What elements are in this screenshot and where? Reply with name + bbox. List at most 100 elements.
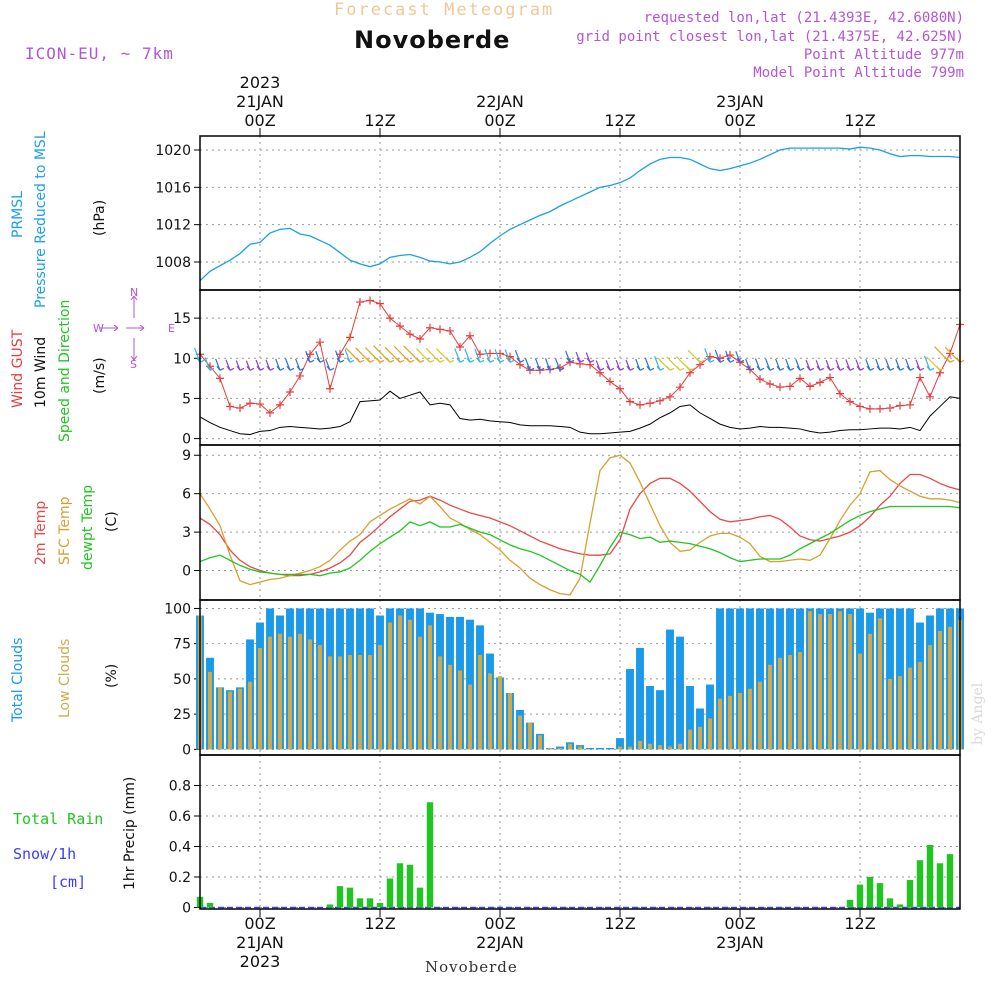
gust-point	[256, 400, 264, 409]
low-cloud-bar	[278, 633, 282, 750]
low-cloud-bar	[288, 636, 292, 750]
low-cloud-bar	[508, 693, 512, 750]
wind-dir-arrow	[657, 357, 675, 371]
wind-dir-arrow	[534, 358, 545, 371]
wind-dir-arrow	[885, 358, 895, 371]
rain-bar	[866, 876, 874, 908]
low-cloud-bar	[568, 743, 572, 750]
pressure-ytick-label: 1016	[155, 180, 191, 196]
gust-point	[216, 374, 224, 383]
gust-point	[666, 392, 674, 401]
gust-point	[526, 366, 534, 375]
snow-unit-label: [cm]	[50, 873, 87, 891]
total-cloud-bar	[736, 608, 744, 750]
wind-dir-arrow	[275, 358, 285, 371]
wind-ytick-label: 5	[182, 391, 191, 407]
rain-bar	[406, 864, 414, 908]
wind-dir-arrow	[393, 346, 415, 363]
bottom-time-label: 12Z	[844, 914, 875, 933]
wind10-line	[199, 390, 961, 436]
wind-dir-arrow	[675, 356, 695, 371]
gust-point	[426, 323, 434, 332]
rain-bar	[906, 880, 914, 908]
time-label-line: 21JAN	[236, 92, 284, 111]
wind-dir-arrow	[915, 359, 925, 371]
wind-dir-arrow	[265, 359, 275, 371]
wind-dir-arrow	[745, 358, 755, 371]
low-cloud-bar	[618, 746, 622, 750]
gust-point	[886, 404, 894, 413]
wind-dir-arrow	[825, 359, 835, 371]
gust-point	[456, 343, 464, 352]
compass-e: E	[168, 322, 175, 335]
wind-dir-arrow	[875, 358, 885, 371]
wind-dir-arrow	[855, 359, 865, 371]
wind-dir-arrow	[635, 358, 645, 371]
gust-point	[826, 373, 834, 382]
low-cloud-bar	[528, 722, 532, 750]
wind-dir-arrow	[235, 360, 245, 371]
wind-dir-arrow	[926, 356, 945, 371]
rain-bar	[416, 887, 424, 908]
temp-ytick-label: 0	[182, 564, 191, 580]
low-cloud-bar	[258, 647, 262, 750]
gust-point	[786, 382, 794, 391]
wind-dir-arrow	[305, 350, 315, 363]
low-cloud-bar	[518, 715, 522, 750]
rain-bar	[376, 902, 384, 908]
gust-point	[836, 389, 844, 398]
gust-point	[486, 349, 494, 358]
total-cloud-bar	[756, 608, 764, 750]
low-cloud-bar	[848, 614, 852, 750]
wind-dir-arrow	[454, 348, 465, 363]
low-cloud-bar	[428, 625, 432, 750]
gust-point	[396, 322, 404, 331]
wind-dir-arrow	[735, 350, 745, 363]
wind-dir-arrow	[415, 348, 435, 363]
wind-dir-arrow	[373, 345, 395, 363]
wind-dir-arrow	[714, 349, 725, 363]
rain-bar	[916, 860, 924, 908]
top-time-label: 23JAN 00Z	[716, 92, 764, 130]
wind-dir-arrow	[425, 347, 445, 363]
rain-bar	[336, 886, 344, 908]
wind-dir-arrow	[845, 359, 855, 371]
wind-dir-arrow	[204, 357, 215, 371]
low-cloud-bar	[208, 671, 212, 750]
gust-point	[266, 408, 274, 417]
low-cloud-bar	[358, 654, 362, 750]
gust-point	[436, 325, 444, 334]
low-cloud-bar	[918, 662, 922, 750]
wind-dir-arrow	[754, 358, 765, 371]
model-altitude: Model Point Altitude 799m	[753, 65, 964, 81]
wind-dir-arrow	[255, 359, 265, 371]
gust-point	[276, 400, 284, 409]
sfc-temp-line	[199, 454, 961, 596]
low-cloud-bar	[668, 746, 672, 750]
low-cloud-bar	[738, 693, 742, 750]
low-cloud-bar	[938, 631, 942, 750]
low-cloud-bar	[218, 687, 222, 750]
rain-bar	[936, 863, 944, 908]
gust-point	[876, 404, 884, 413]
gust-point	[906, 400, 914, 409]
rain-bar	[426, 802, 434, 908]
gust-point	[376, 299, 384, 308]
rain-bar	[946, 854, 954, 908]
precip-ytick-label: 0.8	[169, 778, 191, 794]
low-cloud-bar	[788, 654, 792, 750]
wind-dir-arrow	[284, 358, 295, 371]
wind-dir-arrow	[484, 348, 495, 363]
pressure-ytick-label: 1020	[155, 143, 191, 159]
low-cloud-bar	[708, 718, 712, 750]
gridpoint-coords: grid point closest lon,lat (21.4375E, 42…	[576, 29, 964, 45]
low-cloud-bar	[308, 639, 312, 750]
wind-dir-arrow	[895, 359, 905, 371]
time-label-line: 23JAN	[716, 933, 764, 952]
total-cloud-bar	[676, 636, 684, 750]
snow-label: Snow/1h	[13, 845, 77, 863]
wind-dir-arrow	[344, 349, 355, 363]
gust-point	[496, 349, 504, 358]
precip-ytick-label: 0.6	[169, 809, 191, 825]
wind-dir-arrow	[666, 356, 685, 371]
